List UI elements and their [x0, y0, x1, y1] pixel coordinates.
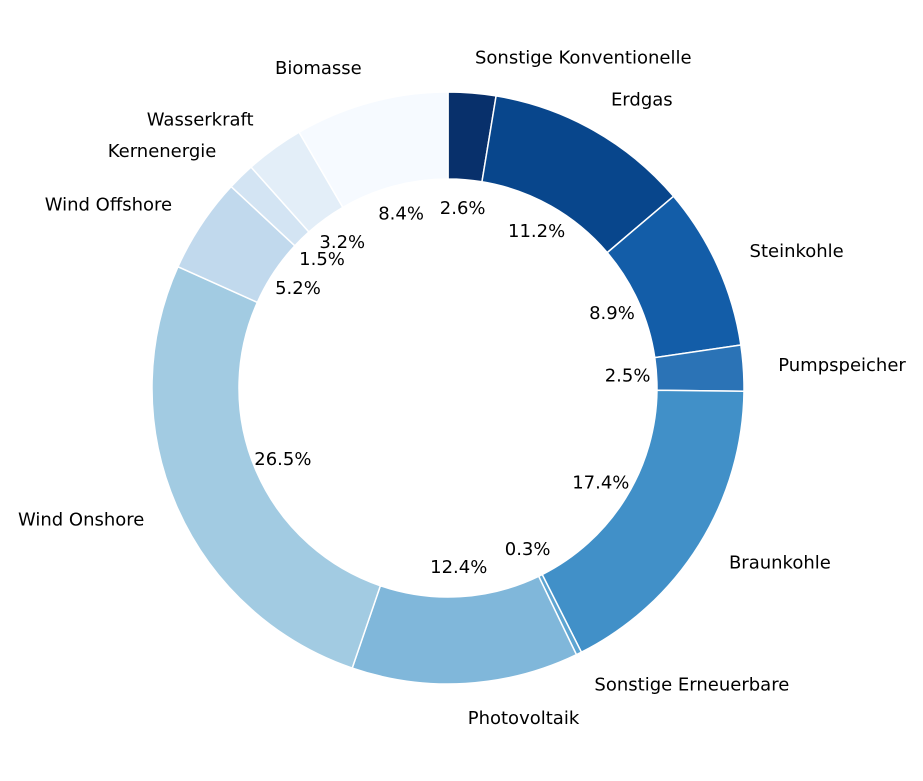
category-label-photovoltaik: Photovoltaik: [468, 708, 580, 729]
category-label-wasserkraft: Wasserkraft: [147, 110, 254, 131]
percent-label-erdgas: 11.2%: [508, 221, 565, 242]
category-label-sonstige-erneuerbare: Sonstige Erneuerbare: [594, 674, 789, 695]
percent-label-sonstige-konventionelle: 2.6%: [440, 198, 486, 219]
percent-label-braunkohle: 17.4%: [572, 473, 629, 494]
category-label-steinkohle: Steinkohle: [750, 241, 844, 262]
category-label-wind-offshore: Wind Offshore: [45, 195, 172, 216]
percent-label-wind-onshore: 26.5%: [254, 449, 311, 470]
slices-layer: [151, 91, 745, 685]
slice-photovoltaik: [351, 575, 578, 685]
slice-braunkohle: [541, 389, 745, 654]
category-labels-layer: Sonstige Konventionelle Erdgas Steinkohle P…: [18, 48, 906, 729]
category-label-erdgas: Erdgas: [611, 89, 673, 110]
slice-wind-onshore: [151, 265, 382, 670]
percent-label-photovoltaik: 12.4%: [430, 557, 487, 578]
percent-label-kernenergie: 1.5%: [299, 249, 345, 270]
percent-label-sonstige-erneuerbare: 0.3%: [505, 539, 551, 560]
category-label-braunkohle: Braunkohle: [729, 553, 831, 574]
percent-label-biomasse: 8.4%: [378, 204, 424, 225]
category-label-pumpspeicher: Pumpspeicher: [778, 355, 906, 376]
percent-label-pumpspeicher: 2.5%: [605, 365, 651, 386]
category-label-wind-onshore: Wind Onshore: [18, 509, 144, 530]
percent-label-steinkohle: 8.9%: [589, 303, 635, 324]
percent-labels-layer: 2.6% 11.2% 8.9% 2.5% 17.4% 0.3% 12.4% 26.5% 5.2%…: [254, 198, 650, 578]
category-label-sonstige-konventionelle: Sonstige Konventionelle: [475, 48, 692, 69]
category-label-kernenergie: Kernenergie: [108, 141, 217, 162]
category-label-biomasse: Biomasse: [275, 58, 362, 79]
percent-label-wind-offshore: 5.2%: [275, 278, 321, 299]
percent-label-wasserkraft: 3.2%: [319, 232, 365, 253]
slice-biomasse: [298, 91, 449, 209]
